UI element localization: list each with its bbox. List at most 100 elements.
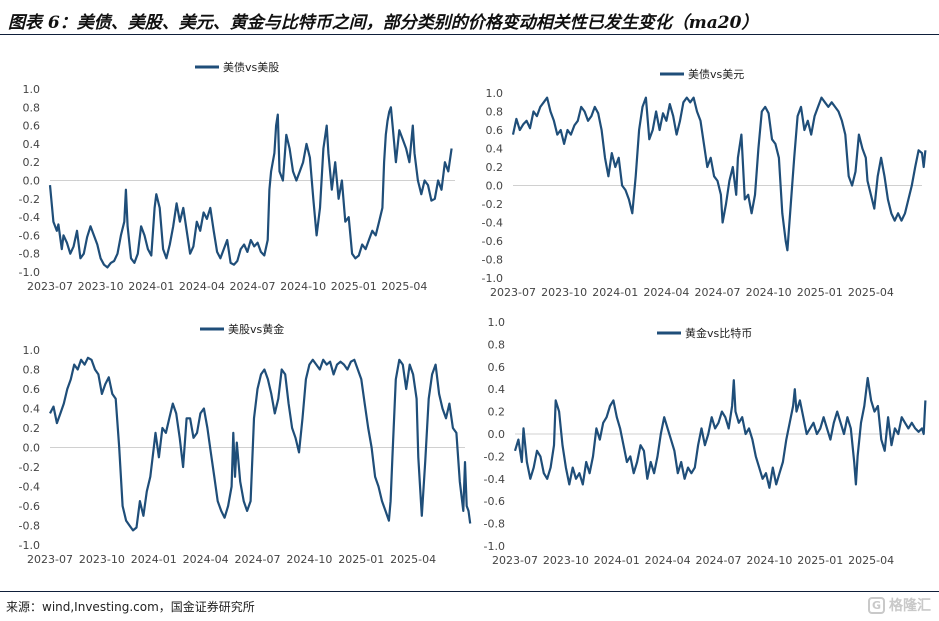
y-tick-label: -0.2: [19, 461, 40, 474]
y-tick-label: 0.0: [23, 442, 41, 455]
x-tick-label: 2023-10: [541, 286, 587, 299]
gelonghui-logo-icon: G: [868, 596, 885, 614]
chart-gold-vs-bitcoin: 1.00.80.60.40.20.0-0.2-0.4-0.6-0.8-1.020…: [484, 316, 927, 567]
y-tick-label: 0.0: [23, 175, 41, 188]
legend-label: 美债vs美股: [223, 60, 279, 74]
x-tick-label: 2023-07: [492, 554, 538, 567]
y-tick-label: -0.2: [484, 450, 505, 463]
x-tick-label: 2024-10: [280, 280, 326, 293]
x-tick-label: 2024-07: [696, 554, 742, 567]
legend-label: 美债vs美元: [688, 67, 744, 81]
x-tick-label: 2025-01: [338, 553, 384, 566]
x-tick-label: 2024-07: [235, 553, 281, 566]
y-tick-label: -1.0: [19, 266, 40, 279]
legend-label: 黄金vs比特币: [685, 326, 752, 340]
y-tick-label: -1.0: [484, 540, 505, 553]
y-tick-label: 0.8: [486, 106, 504, 119]
y-tick-label: 0.4: [23, 138, 41, 151]
x-tick-label: 2024-04: [179, 280, 225, 293]
y-tick-label: 0.2: [23, 422, 41, 435]
x-tick-label: 2024-01: [128, 280, 174, 293]
y-tick-label: 0.4: [486, 143, 504, 156]
y-tick-label: -0.8: [19, 248, 40, 261]
y-tick-label: 0.0: [488, 428, 506, 441]
watermark-text: 格隆汇: [889, 598, 931, 614]
x-tick-label: 2025-01: [797, 554, 843, 567]
x-tick-label: 2024-04: [183, 553, 229, 566]
x-tick-label: 2024-07: [230, 280, 276, 293]
y-tick-label: 1.0: [23, 344, 41, 357]
y-tick-label: 0.2: [486, 161, 504, 174]
x-tick-label: 2024-01: [594, 554, 640, 567]
y-tick-label: -1.0: [19, 539, 40, 552]
y-tick-label: -0.6: [484, 495, 505, 508]
x-tick-label: 2024-10: [746, 554, 792, 567]
y-tick-label: 1.0: [486, 87, 504, 100]
y-tick-label: 0.4: [23, 403, 41, 416]
x-tick-label: 2025-01: [797, 286, 843, 299]
source-note: 来源：wind,Investing.com，国金证券研究所: [6, 600, 255, 614]
y-tick-label: 0.6: [23, 120, 41, 133]
y-tick-label: 0.2: [23, 156, 41, 169]
chart-bonds-vs-stocks: 1.00.80.60.40.20.0-0.2-0.4-0.6-0.8-1.020…: [19, 60, 455, 293]
chart-bonds-vs-dollar: 1.00.80.60.40.20.0-0.2-0.4-0.6-0.8-1.020…: [482, 67, 927, 299]
series-line: [49, 356, 472, 532]
x-tick-label: 2024-04: [643, 286, 689, 299]
y-tick-label: 0.4: [488, 383, 506, 396]
legend: 美债vs美股: [195, 60, 279, 74]
footer-divider: [0, 591, 939, 592]
y-tick-label: -0.4: [19, 211, 40, 224]
x-tick-label: 2023-07: [27, 553, 73, 566]
y-tick-label: -0.4: [19, 481, 40, 494]
y-tick-label: -0.8: [482, 254, 503, 267]
series-line: [513, 376, 927, 489]
series-line: [48, 106, 453, 269]
y-tick-label: -0.2: [19, 193, 40, 206]
x-tick-label: 2024-10: [286, 553, 332, 566]
y-tick-label: -0.2: [482, 198, 503, 211]
figure-title: 图表 6：美债、美股、美元、黄金与比特币之间，部分类别的价格变动相关性已发生变化…: [8, 13, 759, 33]
x-tick-label: 2025-04: [848, 554, 894, 567]
y-tick-label: -0.6: [19, 229, 40, 242]
legend-label: 美股vs黄金: [228, 322, 284, 336]
x-tick-label: 2023-10: [79, 553, 125, 566]
chart-stocks-vs-gold: 1.00.80.60.40.20.0-0.2-0.4-0.6-0.8-1.020…: [19, 322, 472, 566]
y-tick-label: 0.6: [23, 383, 41, 396]
y-tick-label: -1.0: [482, 272, 503, 285]
x-tick-label: 2024-01: [592, 286, 638, 299]
y-tick-label: -0.6: [482, 235, 503, 248]
x-tick-label: 2025-01: [331, 280, 377, 293]
x-tick-label: 2024-10: [746, 286, 792, 299]
legend: 黄金vs比特币: [657, 326, 752, 340]
x-tick-label: 2025-04: [848, 286, 894, 299]
y-tick-label: 0.8: [23, 364, 41, 377]
y-tick-label: -0.6: [19, 500, 40, 513]
y-tick-label: 0.8: [23, 101, 41, 114]
x-tick-label: 2023-07: [27, 280, 73, 293]
y-tick-label: -0.4: [484, 473, 505, 486]
x-tick-label: 2024-07: [695, 286, 741, 299]
watermark: G 格隆汇: [868, 594, 931, 616]
x-tick-label: 2025-04: [390, 553, 436, 566]
y-tick-label: -0.8: [19, 520, 40, 533]
title-divider: [0, 34, 939, 35]
x-tick-label: 2023-07: [490, 286, 536, 299]
y-tick-label: 0.2: [488, 406, 506, 419]
legend: 美股vs黄金: [200, 322, 284, 336]
y-tick-label: 0.8: [488, 338, 506, 351]
y-tick-label: 0.6: [486, 124, 504, 137]
y-tick-label: 1.0: [23, 83, 41, 96]
y-tick-label: -0.4: [482, 217, 503, 230]
legend: 美债vs美元: [660, 67, 744, 81]
x-tick-label: 2025-04: [381, 280, 427, 293]
x-tick-label: 2024-04: [645, 554, 691, 567]
x-tick-label: 2023-10: [543, 554, 589, 567]
x-tick-label: 2024-01: [131, 553, 177, 566]
y-tick-label: -0.8: [484, 518, 505, 531]
series-line: [511, 96, 927, 252]
x-tick-label: 2023-10: [78, 280, 124, 293]
y-tick-label: 0.6: [488, 361, 506, 374]
y-tick-label: 0.0: [486, 180, 504, 193]
y-tick-label: 1.0: [488, 316, 506, 329]
